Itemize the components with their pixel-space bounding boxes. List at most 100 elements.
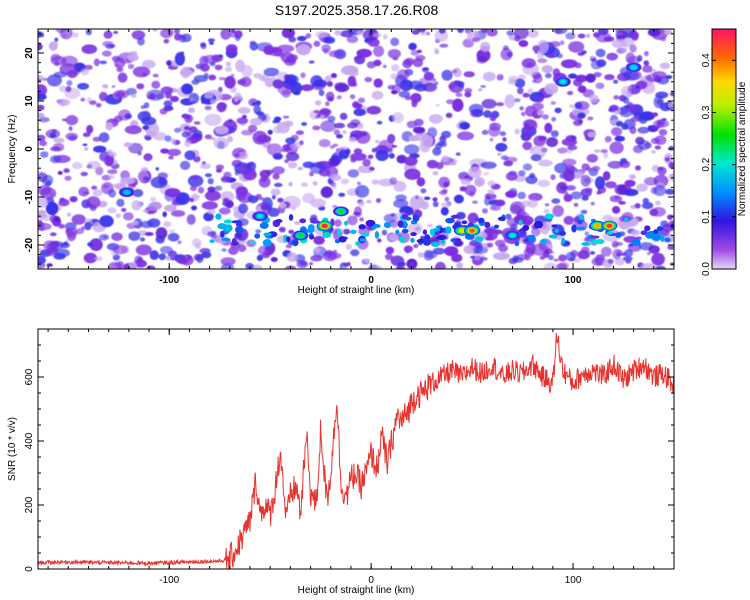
speckle-blob xyxy=(437,141,445,147)
speckle-blob xyxy=(391,112,404,124)
speckle-blob xyxy=(529,147,536,151)
signal-blob xyxy=(578,214,585,221)
speckle-blob xyxy=(417,252,424,258)
speckle-blob xyxy=(517,191,526,200)
speckle-blob xyxy=(644,51,649,57)
signal-blob xyxy=(445,226,452,234)
speckle-blob xyxy=(41,174,54,186)
speckle-blob xyxy=(426,31,430,36)
speckle-blob xyxy=(87,242,94,247)
speckle-blob xyxy=(416,49,422,54)
y-tick-label: 400 xyxy=(24,432,35,449)
speckle-blob xyxy=(218,86,223,93)
speckle-blob xyxy=(547,53,555,58)
speckle-blob xyxy=(566,90,574,96)
speckle-blob xyxy=(565,251,576,262)
speckle-blob xyxy=(556,263,568,269)
speckle-blob xyxy=(333,129,340,136)
speckle-blob xyxy=(668,145,674,151)
speckle-blob xyxy=(480,85,487,88)
speckle-blob xyxy=(624,89,632,95)
speckle-blob xyxy=(359,217,364,222)
speckle-blob xyxy=(586,33,591,39)
speckle-blob xyxy=(107,207,117,214)
speckle-blob xyxy=(53,71,68,78)
x-tick-label: -100 xyxy=(159,275,179,286)
speckle-blob xyxy=(504,94,515,109)
speckle-blob xyxy=(86,196,101,209)
speckle-blob xyxy=(498,244,508,253)
speckle-blob xyxy=(519,106,524,111)
speckle-blob xyxy=(152,29,158,32)
speckle-blob xyxy=(478,88,483,92)
speckle-blob xyxy=(552,205,564,217)
speckle-blob xyxy=(181,83,194,95)
speckle-blob xyxy=(165,256,171,261)
speckle-blob xyxy=(200,163,211,169)
speckle-blob xyxy=(603,36,615,42)
speckle-blob xyxy=(326,81,333,87)
speckle-blob xyxy=(45,201,59,216)
speckle-blob xyxy=(584,231,589,236)
speckle-blob xyxy=(189,197,194,202)
speckle-blob xyxy=(252,101,256,106)
speckle-blob xyxy=(285,152,300,162)
speckle-blob xyxy=(309,171,314,177)
speckle-blob xyxy=(650,137,661,145)
speckle-blob xyxy=(623,70,639,81)
colorbar-tick-label: 0.3 xyxy=(701,105,712,119)
speckle-blob xyxy=(521,111,526,117)
speckle-blob xyxy=(411,99,418,108)
speckle-blob xyxy=(204,173,212,178)
speckle-blob xyxy=(84,147,89,151)
speckle-blob xyxy=(440,202,452,208)
x-tick-label: 100 xyxy=(565,575,582,586)
speckle-blob xyxy=(285,244,292,249)
speckle-blob xyxy=(554,107,562,114)
speckle-blob xyxy=(80,97,86,102)
signal-blob xyxy=(631,238,641,246)
colorbar-tick-label: 0.2 xyxy=(701,157,712,171)
speckle-blob xyxy=(385,246,395,255)
speckle-blob xyxy=(82,132,91,137)
speckle-blob xyxy=(49,155,62,164)
speckle-blob xyxy=(104,154,114,167)
speckle-blob xyxy=(537,179,551,187)
speckle-blob xyxy=(147,202,162,211)
signal-blob xyxy=(653,229,659,235)
speckle-blob xyxy=(521,200,531,207)
speckle-blob xyxy=(481,98,497,109)
speckle-blob xyxy=(657,166,667,176)
speckle-blob xyxy=(144,232,154,236)
signal-blob xyxy=(651,234,662,241)
speckle-blob xyxy=(561,138,578,147)
speckle-blob xyxy=(411,29,420,35)
speckle-blob xyxy=(601,246,612,257)
speckle-blob xyxy=(288,229,295,234)
speckle-blob xyxy=(563,193,573,202)
speckle-blob xyxy=(240,76,252,87)
speckle-blob xyxy=(207,231,216,237)
speckle-blob xyxy=(407,222,423,235)
signal-blob xyxy=(322,232,331,238)
speckle-blob xyxy=(295,130,305,136)
speckle-blob xyxy=(499,131,506,137)
speckle-blob xyxy=(220,29,232,40)
speckle-blob xyxy=(174,52,185,66)
speckle-blob xyxy=(336,95,342,100)
speckle-blob xyxy=(481,129,489,135)
speckle-blob xyxy=(381,229,388,236)
speckle-blob xyxy=(152,73,159,78)
speckle-blob xyxy=(573,171,581,176)
speckle-blob xyxy=(46,250,55,257)
signal-blob xyxy=(559,230,566,236)
signal-blob xyxy=(350,229,357,234)
speckle-blob xyxy=(667,214,674,220)
speckle-blob xyxy=(390,37,400,47)
speckle-blob xyxy=(626,86,633,89)
speckle-blob xyxy=(622,96,630,104)
signal-blob xyxy=(606,231,614,235)
speckle-blob xyxy=(215,164,224,170)
speckle-blob xyxy=(277,44,295,53)
